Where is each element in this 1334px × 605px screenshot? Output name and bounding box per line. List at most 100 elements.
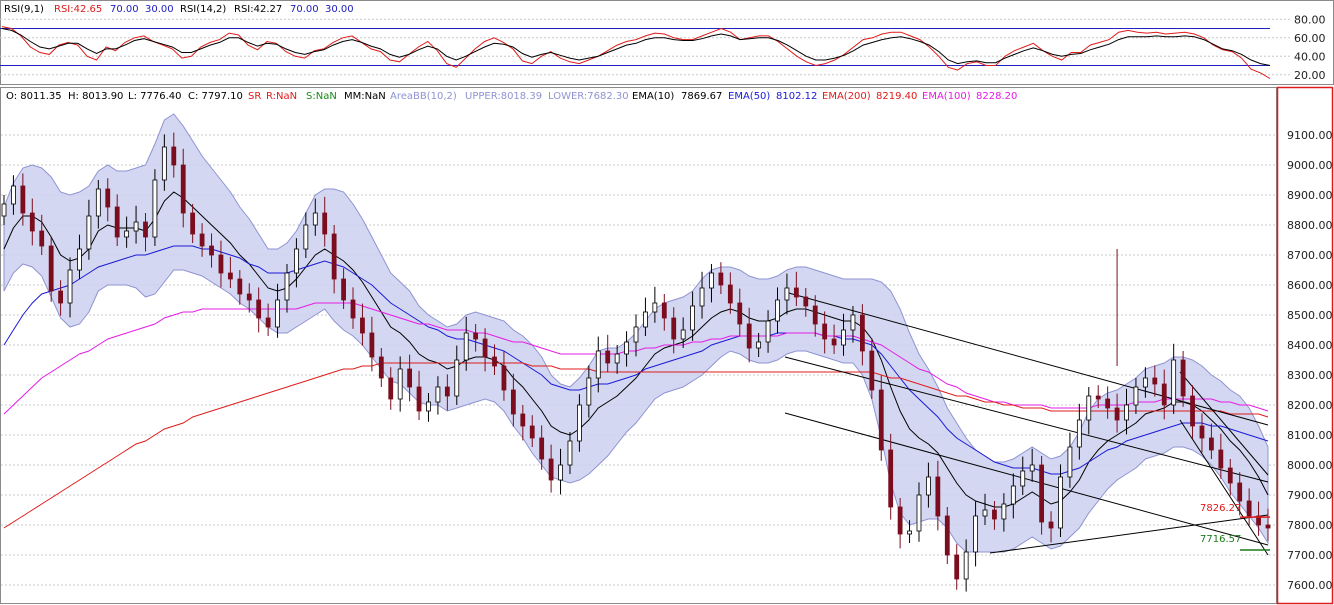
- candle-down: [1265, 524, 1271, 529]
- candle-down: [793, 287, 799, 298]
- trendline: [784, 291, 1269, 426]
- ema200-label: EMA(200): [822, 91, 871, 102]
- candle-down: [190, 212, 196, 235]
- candle-down: [227, 272, 233, 280]
- candle-down: [812, 305, 818, 325]
- rsi14-value: RSI:42.27: [234, 4, 282, 15]
- candle-up: [567, 440, 573, 466]
- candle-down: [29, 212, 35, 232]
- candle-down: [1209, 437, 1214, 451]
- rsi-tick-label: 40.00: [1294, 50, 1326, 63]
- candle-down: [1190, 395, 1195, 427]
- candle-up: [973, 515, 978, 553]
- candle-down: [58, 290, 63, 304]
- candle-up: [652, 302, 658, 313]
- candle-down: [718, 272, 724, 286]
- candle-up: [284, 272, 290, 301]
- candle-down: [878, 389, 884, 451]
- candle-up: [86, 215, 92, 250]
- candle-up: [1133, 386, 1139, 406]
- candle-up: [614, 353, 620, 364]
- ohlc-open: O: 8011.35: [6, 91, 62, 102]
- trendline: [784, 412, 1269, 546]
- candle-up: [435, 386, 441, 403]
- sr-label: SR: [248, 91, 261, 102]
- ema100-label: EMA(100): [922, 91, 971, 102]
- candle-down: [1180, 359, 1186, 397]
- candle-up: [312, 212, 318, 226]
- ohlc-close: C: 7797.10: [188, 91, 243, 102]
- candle-down: [237, 278, 243, 295]
- price-tick-label: 9100.00: [1287, 129, 1333, 142]
- candle-down: [661, 302, 667, 319]
- candle-down: [935, 476, 941, 517]
- ema50-label: EMA(50): [728, 91, 770, 102]
- ema-series-line: [3, 245, 1269, 475]
- marker-label-lower: 7716.57: [1200, 534, 1241, 545]
- candle-down: [671, 317, 677, 340]
- candle-up: [784, 287, 790, 301]
- candle-down: [954, 554, 960, 580]
- candle-down: [492, 356, 497, 367]
- candle-up: [1076, 419, 1082, 448]
- price-tick-label: 8700.00: [1287, 249, 1333, 262]
- candle-up: [463, 332, 469, 361]
- trendline: [1179, 419, 1269, 556]
- candle-down: [1237, 482, 1243, 502]
- candle-down: [407, 368, 413, 388]
- rsi9-level-70: 70.00: [110, 4, 139, 15]
- candle-down: [992, 509, 997, 520]
- mm-value: MM:NaN: [344, 91, 386, 102]
- candle-down: [1105, 398, 1111, 409]
- candle-up: [624, 341, 629, 355]
- rsi-grid: [0, 18, 1290, 76]
- candle-up: [633, 326, 639, 343]
- rsi14-level-30: 30.00: [325, 4, 354, 15]
- candle-down: [548, 458, 554, 481]
- price-tick-label: 8100.00: [1287, 429, 1333, 442]
- candle-up: [161, 146, 167, 181]
- trendline: [1179, 371, 1269, 476]
- candle-down: [1161, 383, 1167, 406]
- candle-down: [209, 245, 214, 256]
- candle-down: [1039, 464, 1045, 523]
- candle-down: [539, 437, 545, 460]
- candle-up: [558, 464, 563, 481]
- price-tick-label: 8900.00: [1287, 189, 1333, 202]
- candle-up: [1020, 470, 1026, 487]
- candle-down: [737, 302, 743, 325]
- candle-down: [822, 323, 828, 340]
- candle-down: [831, 338, 837, 346]
- candle-up: [982, 509, 988, 517]
- ohlc-high: H: 8013.90: [68, 91, 123, 102]
- candle-up: [690, 305, 695, 331]
- rsi9-value: RSI:42.65: [54, 4, 102, 15]
- price-tick-label: 8300.00: [1287, 369, 1333, 382]
- candle-up: [11, 185, 16, 205]
- candle-down: [1199, 425, 1205, 439]
- candle-up: [275, 299, 280, 328]
- candle-down: [1152, 377, 1158, 385]
- candle-down: [520, 413, 526, 427]
- candle-up: [595, 350, 601, 379]
- candle-down: [143, 221, 148, 238]
- candle-down: [341, 278, 346, 301]
- candle-up: [907, 530, 912, 535]
- candle-up: [850, 314, 856, 331]
- candle-up: [963, 551, 969, 580]
- ema-series-line: [3, 191, 1269, 508]
- rsi-tick-label: 80.00: [1294, 13, 1326, 26]
- candle-down: [350, 299, 356, 319]
- candle-up: [1, 203, 7, 217]
- rsi-axis: 80.00 60.00 40.00 20.00: [1294, 13, 1326, 82]
- candle-down: [360, 317, 365, 334]
- candle-down: [218, 254, 224, 274]
- candle-down: [199, 233, 205, 247]
- candle-down: [473, 332, 479, 340]
- rsi-tick-label: 60.00: [1294, 32, 1326, 45]
- candle-down: [888, 449, 894, 508]
- candle-down: [48, 245, 54, 292]
- candle-up: [1067, 446, 1073, 478]
- candle-down: [897, 506, 903, 535]
